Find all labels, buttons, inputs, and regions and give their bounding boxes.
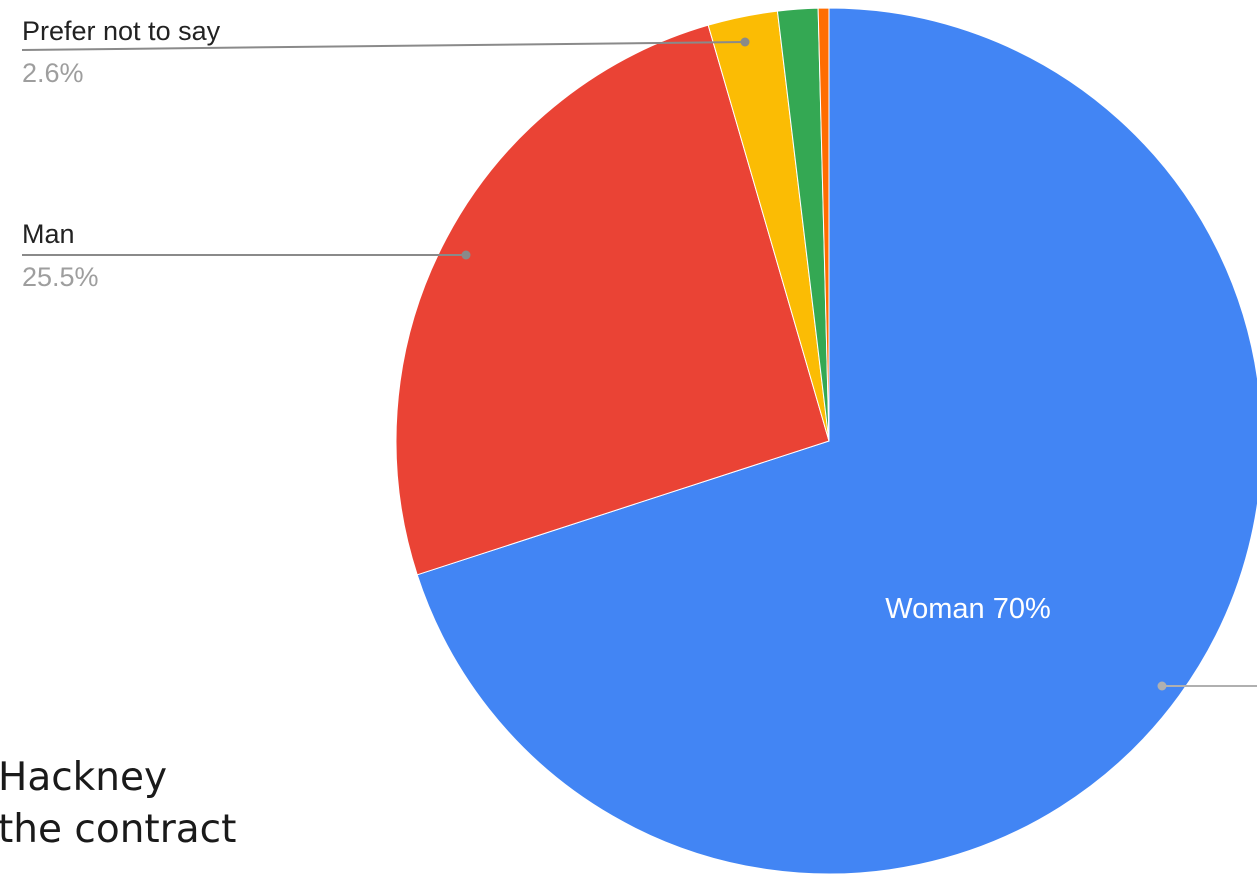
pct-man: 25.5% — [22, 262, 99, 292]
leader-lines — [21, 37, 1257, 691]
pie-slices — [395, 7, 1257, 875]
pct-prefer-not-to-say: 2.6% — [22, 58, 84, 88]
pie-slice-woman — [416, 7, 1257, 875]
background-text: Hackney the contract — [0, 755, 236, 852]
background-text-line-1: Hackney — [0, 755, 167, 800]
pie-slice-other-4 — [817, 7, 830, 442]
background-text-line-2: the contract — [0, 807, 236, 852]
leader-dot-man — [461, 250, 471, 260]
pie-slice-man — [395, 24, 830, 576]
leader-dot-prefer-not-to-say — [740, 37, 750, 47]
leader-dot-woman — [1157, 681, 1167, 691]
label-man: Man — [22, 219, 75, 249]
leader-line-prefer-not-to-say — [21, 41, 746, 51]
label-woman: Woman 70% — [885, 593, 1051, 625]
label-prefer-not-to-say: Prefer not to say — [22, 16, 221, 46]
slice-labels: Prefer not to say 2.6% Man 25.5% Woman 7… — [22, 16, 1051, 625]
